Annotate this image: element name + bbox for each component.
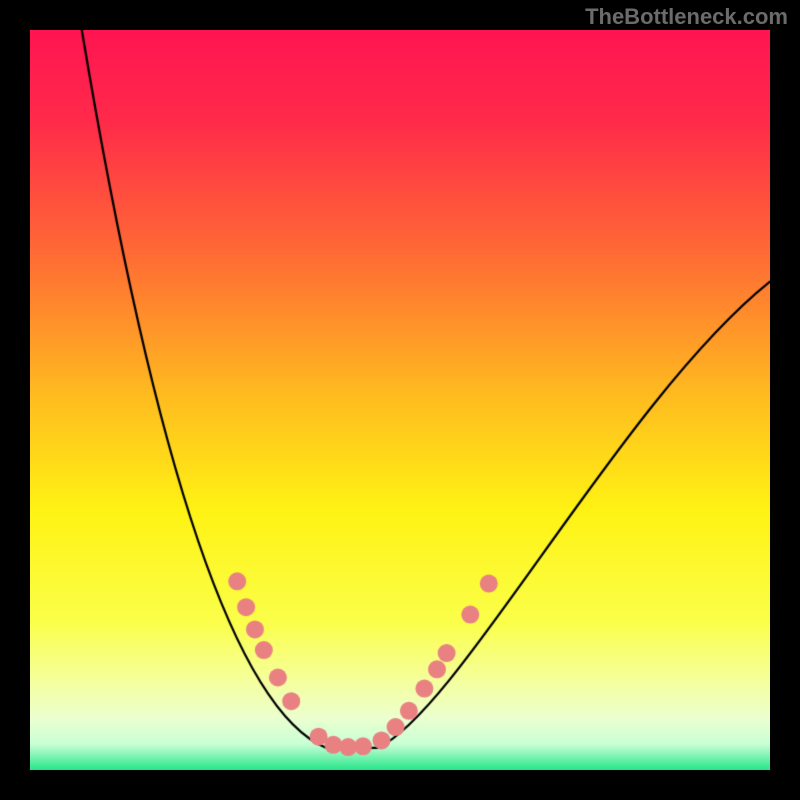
bottleneck-chart — [30, 30, 770, 770]
chart-root: TheBottleneck.com — [0, 0, 800, 800]
watermark-label: TheBottleneck.com — [585, 4, 788, 30]
